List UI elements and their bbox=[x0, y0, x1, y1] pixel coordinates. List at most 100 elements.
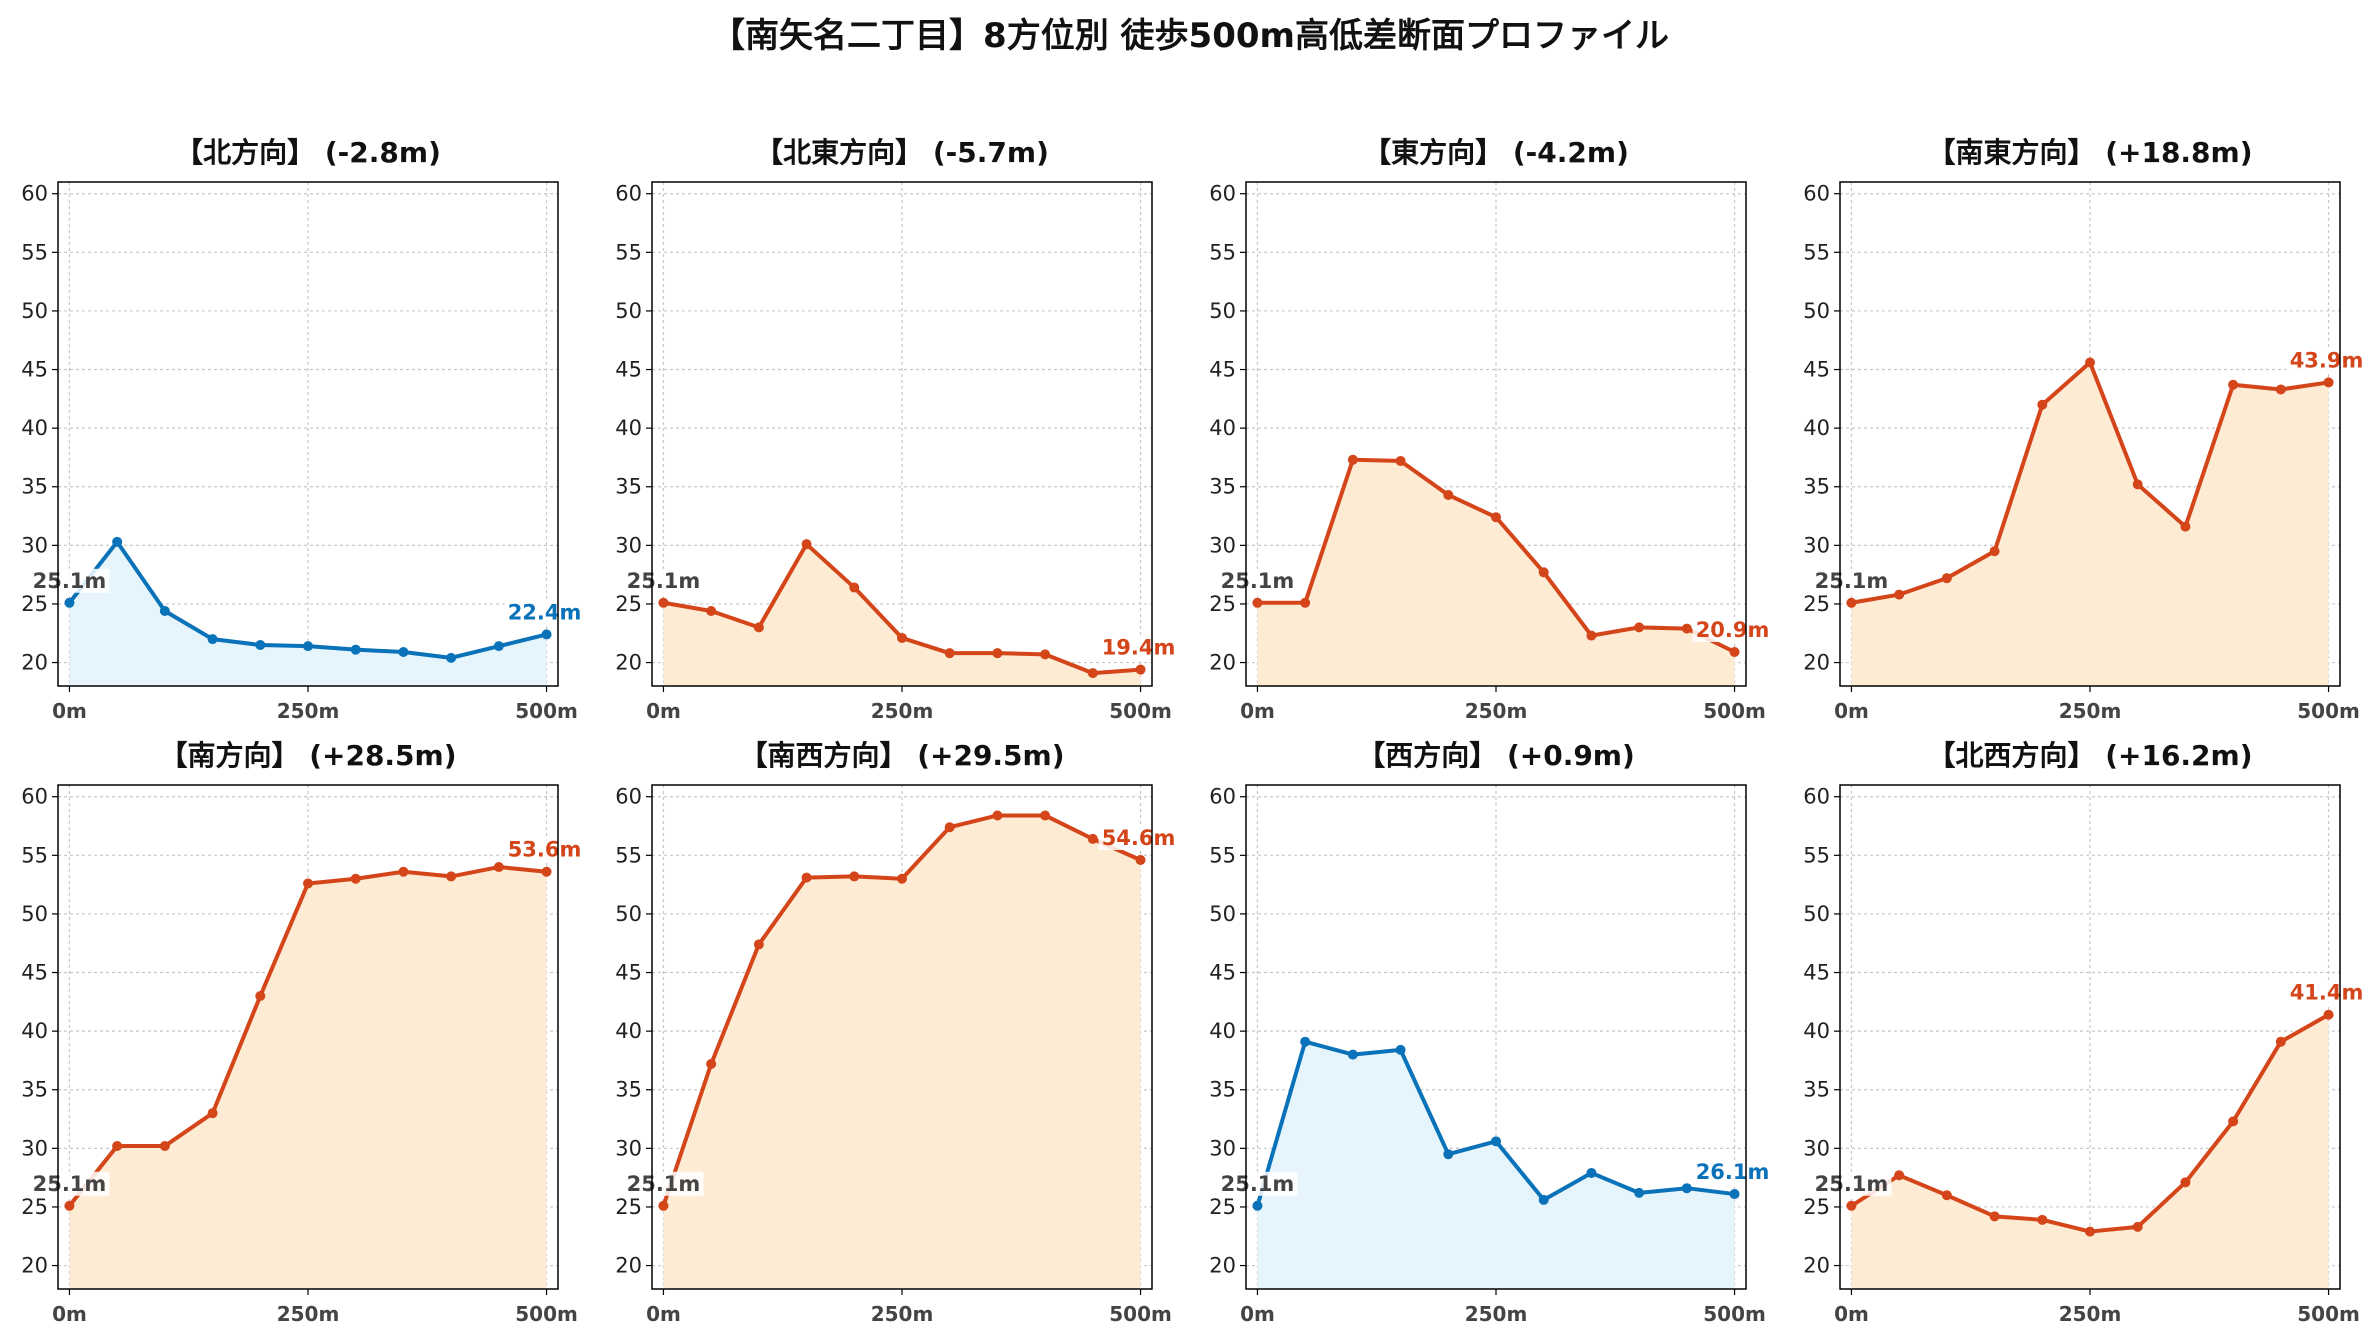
data-point bbox=[849, 871, 860, 882]
y-tick-label: 45 bbox=[21, 358, 48, 382]
data-point bbox=[1538, 567, 1549, 578]
data-point bbox=[64, 1200, 75, 1211]
x-tick-label: 500m bbox=[2297, 1302, 2360, 1326]
chart-title: 【北方向】 (-2.8m) bbox=[175, 136, 441, 169]
start-label: 25.1m bbox=[1221, 569, 1295, 593]
y-tick-label: 20 bbox=[1803, 1254, 1830, 1278]
y-tick-label: 50 bbox=[1803, 299, 1830, 323]
x-tick-label: 250m bbox=[277, 699, 340, 723]
start-label-bg bbox=[1217, 568, 1298, 593]
y-tick-label: 60 bbox=[1209, 182, 1236, 206]
data-point bbox=[1729, 647, 1740, 658]
data-point bbox=[2132, 479, 2143, 490]
y-tick-label: 45 bbox=[1209, 961, 1236, 985]
end-label-bg bbox=[1098, 635, 1179, 660]
y-tick-label: 25 bbox=[21, 592, 48, 616]
plot-frame bbox=[1839, 784, 2341, 1290]
data-point bbox=[255, 639, 266, 650]
elevation-area bbox=[69, 867, 547, 1289]
x-tick-label: 0m bbox=[646, 699, 681, 723]
elevation-area bbox=[663, 815, 1141, 1289]
data-point bbox=[2275, 1036, 2286, 1047]
data-point bbox=[541, 866, 552, 877]
x-tick-label: 500m bbox=[515, 699, 578, 723]
elevation-area bbox=[1851, 1014, 2329, 1289]
data-point bbox=[541, 629, 552, 640]
data-point bbox=[2037, 399, 2048, 410]
data-point bbox=[2275, 384, 2286, 395]
start-label: 25.1m bbox=[33, 1172, 107, 1196]
data-point bbox=[1252, 1200, 1263, 1211]
y-tick-label: 35 bbox=[21, 1078, 48, 1102]
y-tick-label: 60 bbox=[615, 182, 642, 206]
data-point bbox=[446, 652, 457, 663]
data-point bbox=[992, 810, 1003, 821]
y-tick-label: 40 bbox=[615, 1019, 642, 1043]
y-tick-label: 25 bbox=[21, 1195, 48, 1219]
y-tick-label: 50 bbox=[1209, 902, 1236, 926]
y-tick-label: 60 bbox=[21, 785, 48, 809]
y-tick-label: 60 bbox=[1803, 182, 1830, 206]
start-label: 25.1m bbox=[1221, 1172, 1295, 1196]
elevation-area bbox=[663, 544, 1141, 686]
chart-title: 【南西方向】 (+29.5m) bbox=[739, 739, 1064, 772]
y-tick-label: 25 bbox=[1209, 592, 1236, 616]
data-point bbox=[992, 648, 1003, 659]
y-tick-label: 40 bbox=[1803, 1019, 1830, 1043]
start-label-bg bbox=[29, 568, 110, 593]
data-point bbox=[1252, 597, 1263, 608]
data-point bbox=[2323, 377, 2334, 388]
data-point bbox=[2085, 357, 2095, 368]
data-point bbox=[1894, 589, 1905, 600]
y-tick-label: 50 bbox=[615, 299, 642, 323]
data-point bbox=[493, 641, 504, 652]
data-point bbox=[1443, 489, 1454, 500]
data-point bbox=[1040, 649, 1051, 660]
data-point bbox=[1087, 668, 1098, 679]
data-point bbox=[1989, 1211, 2000, 1222]
end-label: 20.9m bbox=[1696, 618, 1770, 642]
end-label-bg bbox=[1692, 1160, 1773, 1185]
x-tick-label: 250m bbox=[277, 1302, 340, 1326]
data-point bbox=[1634, 622, 1645, 633]
y-tick-label: 20 bbox=[21, 1254, 48, 1278]
chart-panel-6: 【南西方向】 (+29.5m) 20 25 30 35 40 45 50 55 60 0m 250m 5… bbox=[615, 739, 1179, 1326]
start-label-bg bbox=[623, 1171, 704, 1196]
chart-title: 【南東方向】 (+18.8m) bbox=[1927, 136, 2252, 169]
data-point bbox=[1894, 1170, 1905, 1181]
data-point bbox=[303, 878, 313, 889]
data-point bbox=[255, 990, 266, 1001]
y-tick-label: 45 bbox=[21, 961, 48, 985]
y-tick-label: 40 bbox=[1209, 1019, 1236, 1043]
data-point bbox=[944, 822, 955, 833]
data-point bbox=[398, 866, 409, 877]
y-tick-label: 30 bbox=[1803, 533, 1830, 557]
data-point bbox=[159, 1141, 170, 1152]
data-point bbox=[1395, 455, 1406, 466]
x-tick-label: 0m bbox=[1834, 699, 1869, 723]
data-point bbox=[1135, 855, 1146, 866]
data-point bbox=[1729, 1189, 1740, 1200]
data-point bbox=[801, 872, 812, 883]
y-tick-label: 40 bbox=[1209, 416, 1236, 440]
plot-frame bbox=[651, 181, 1153, 687]
x-tick-label: 250m bbox=[871, 699, 934, 723]
data-point bbox=[2228, 1116, 2239, 1127]
chart-panel-2: 【北東方向】 (-5.7m) 20 25 30 35 40 45 50 55 60 0m 250m 50… bbox=[615, 136, 1179, 723]
y-tick-label: 40 bbox=[21, 1019, 48, 1043]
x-tick-label: 500m bbox=[1703, 1302, 1766, 1326]
data-point bbox=[849, 582, 860, 593]
end-label-bg bbox=[504, 600, 585, 625]
elevation-area bbox=[69, 541, 547, 686]
data-point bbox=[753, 939, 764, 950]
start-label: 25.1m bbox=[1815, 569, 1889, 593]
y-tick-label: 55 bbox=[1209, 240, 1236, 264]
data-point bbox=[207, 634, 218, 645]
y-tick-label: 20 bbox=[1209, 651, 1236, 675]
y-tick-label: 50 bbox=[21, 299, 48, 323]
x-tick-label: 250m bbox=[871, 1302, 934, 1326]
elevation-area bbox=[1257, 459, 1735, 686]
start-label-bg bbox=[1217, 1171, 1298, 1196]
data-point bbox=[801, 539, 812, 550]
